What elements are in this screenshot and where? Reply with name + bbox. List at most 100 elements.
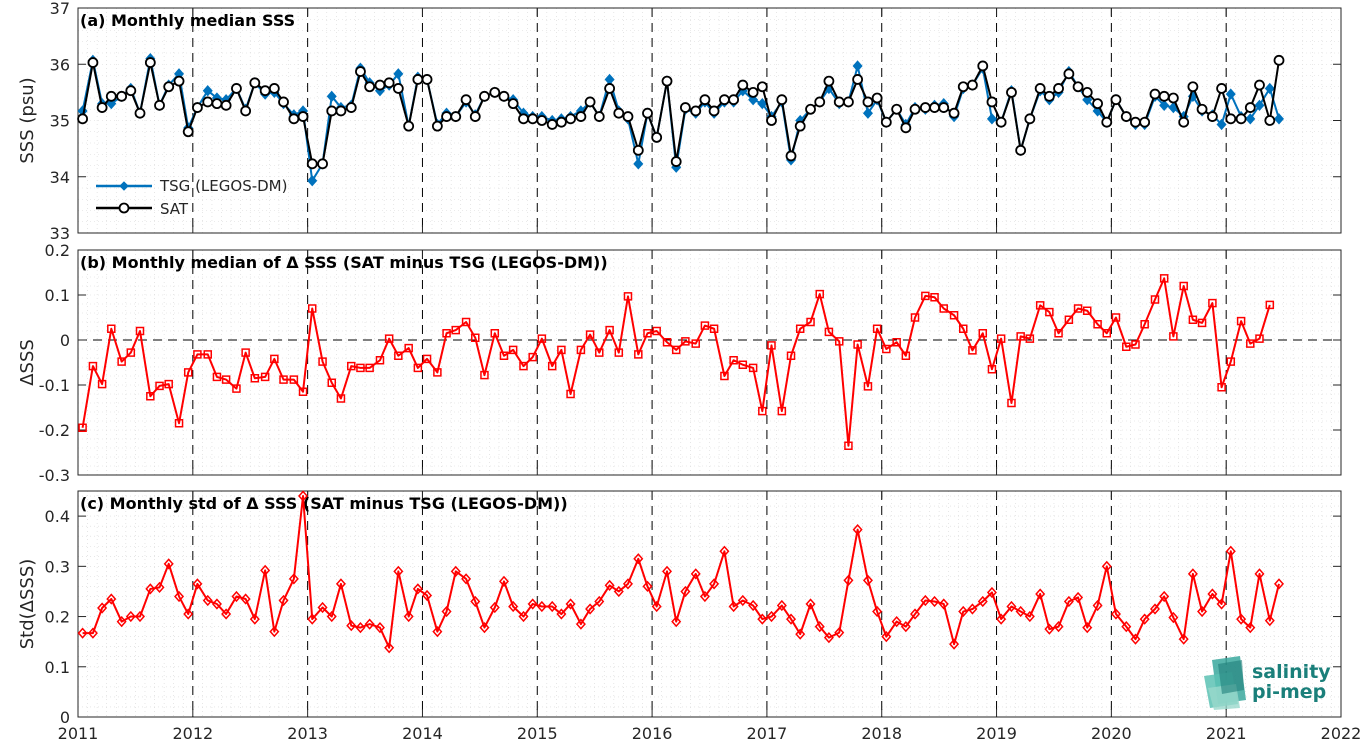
data-point — [844, 441, 853, 450]
data-point — [748, 363, 758, 373]
data-point — [97, 602, 108, 614]
data-point — [987, 365, 997, 374]
data-point — [719, 545, 730, 557]
data-point — [135, 326, 145, 336]
data-point — [1102, 329, 1112, 338]
data-point — [872, 605, 883, 618]
data-point — [260, 564, 271, 576]
data-point — [1254, 568, 1265, 580]
data-point — [1111, 313, 1121, 322]
data-point — [699, 94, 711, 106]
data-point — [546, 119, 558, 130]
data-point — [317, 158, 328, 170]
data-point — [565, 113, 576, 125]
ytick-label: 0 — [60, 708, 70, 727]
data-point — [1264, 82, 1275, 95]
data-point — [1196, 103, 1208, 115]
data-point — [766, 610, 777, 623]
data-point — [270, 354, 279, 364]
data-point — [776, 599, 787, 612]
data-point — [834, 337, 844, 346]
data-point — [154, 581, 165, 594]
data-point — [192, 578, 203, 590]
data-point — [1197, 605, 1208, 618]
data-point — [1122, 342, 1131, 351]
xtick-label: 2014 — [402, 724, 443, 743]
legend-tsg-label: TSG (LEGOS-DM) — [159, 177, 287, 195]
data-point — [786, 351, 796, 360]
data-point — [805, 103, 816, 115]
data-point — [1216, 118, 1227, 131]
axes-box-2 — [77, 490, 1342, 718]
data-point — [364, 81, 376, 93]
data-point — [479, 90, 490, 102]
data-point — [1216, 598, 1227, 610]
data-point — [622, 111, 634, 122]
data-point — [1053, 620, 1064, 633]
data-point — [938, 598, 949, 610]
data-point — [576, 345, 586, 355]
data-point — [699, 590, 710, 603]
ytick-label: 0.4 — [45, 507, 70, 526]
data-point — [375, 356, 385, 365]
data-point — [920, 594, 931, 607]
data-point — [77, 627, 88, 639]
ylabel-2: Std(ΔSSS) — [17, 559, 38, 650]
data-point — [949, 311, 959, 320]
data-point — [183, 368, 193, 377]
data-point — [421, 74, 433, 85]
data-point — [1178, 116, 1190, 128]
data-point — [306, 158, 318, 170]
data-point — [892, 338, 901, 347]
data-point — [834, 626, 845, 639]
data-point — [298, 490, 309, 502]
data-point — [1273, 113, 1285, 125]
data-point — [155, 381, 164, 391]
data-point — [173, 75, 185, 87]
data-point — [1130, 116, 1141, 128]
data-point — [117, 357, 126, 366]
data-point — [671, 615, 682, 628]
data-point — [882, 344, 891, 354]
data-point — [815, 289, 824, 299]
ytick-label: 37 — [50, 0, 70, 18]
data-point — [394, 351, 403, 360]
data-point — [547, 600, 558, 613]
data-point — [422, 354, 432, 364]
data-point — [728, 94, 740, 106]
data-point — [202, 85, 213, 97]
data-point — [1149, 603, 1160, 615]
data-point — [519, 361, 528, 371]
data-point — [460, 94, 472, 106]
data-point — [374, 621, 385, 634]
data-point — [633, 553, 644, 565]
data-point — [1225, 545, 1236, 557]
data-point — [1007, 398, 1016, 408]
data-point — [605, 325, 614, 335]
data-point — [863, 382, 873, 391]
data-point — [144, 57, 156, 68]
data-point — [949, 638, 960, 650]
data-point — [880, 116, 892, 128]
data-point — [642, 580, 653, 593]
data-point — [824, 327, 834, 337]
data-point — [498, 575, 509, 588]
panel-title-1: (b) Monthly median of Δ SSS (SAT minus T… — [80, 253, 608, 272]
data-point — [651, 131, 663, 143]
data-point — [1053, 83, 1064, 94]
data-point — [593, 111, 605, 122]
data-point — [518, 610, 529, 623]
data-point — [709, 578, 720, 590]
data-point — [126, 348, 136, 357]
data-point — [1024, 113, 1036, 125]
data-point — [250, 374, 260, 383]
data-point — [938, 102, 950, 113]
data-point — [1025, 334, 1035, 343]
data-point — [1130, 633, 1141, 645]
ytick-label: 0.2 — [45, 241, 70, 260]
data-point — [231, 590, 242, 603]
data-point — [1121, 620, 1132, 633]
data-point — [278, 594, 289, 607]
data-point — [1149, 88, 1161, 100]
data-point — [910, 313, 920, 322]
